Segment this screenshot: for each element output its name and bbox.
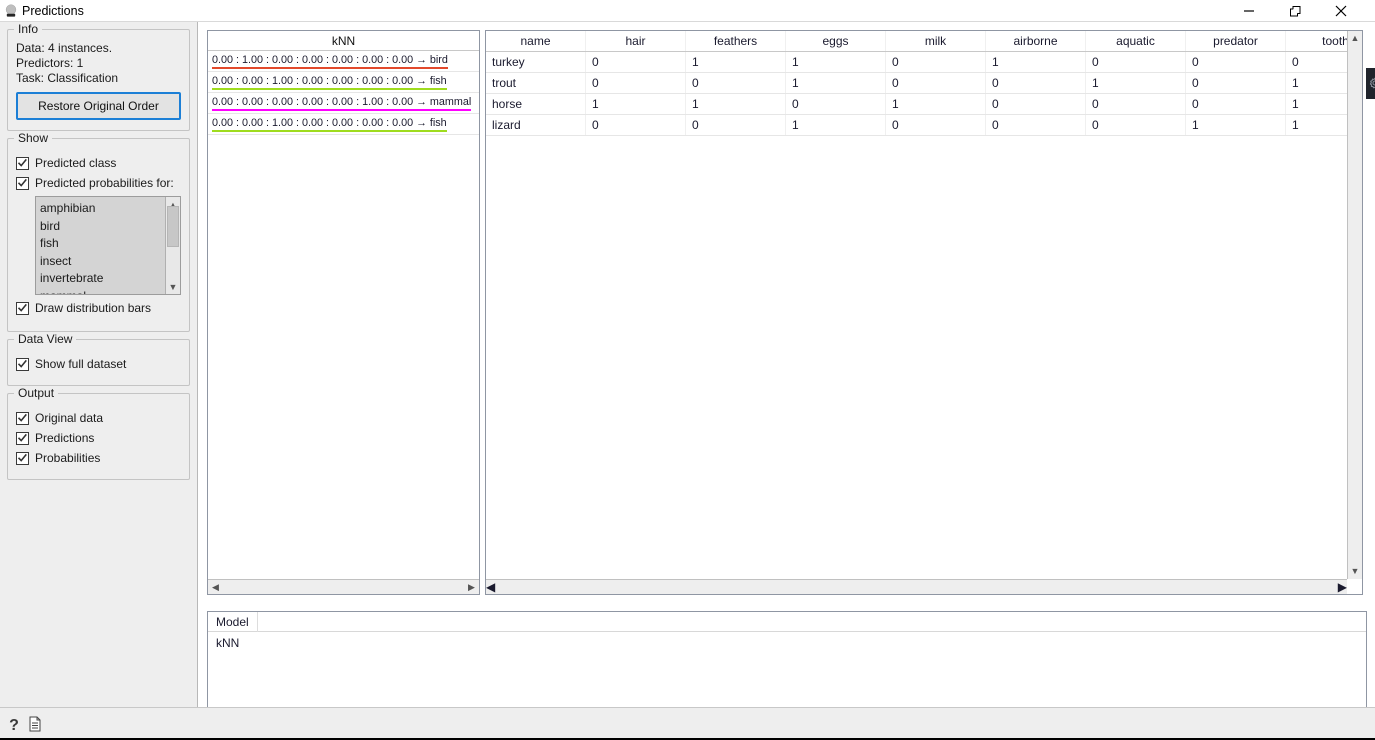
svg-text:?: ? <box>9 717 19 733</box>
